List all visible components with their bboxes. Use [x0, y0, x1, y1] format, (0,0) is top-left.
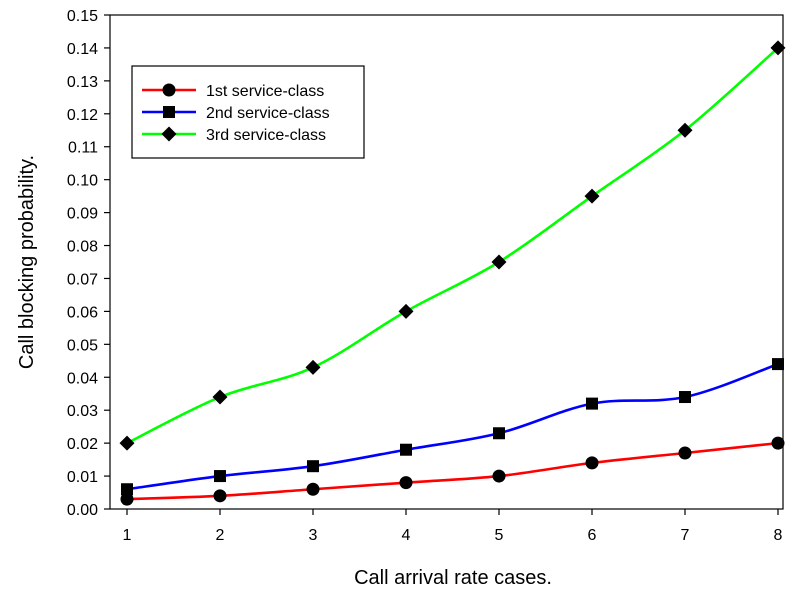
legend-item-1: 1st service-class	[142, 83, 324, 100]
series-1-point	[678, 446, 692, 460]
series-2-point	[400, 443, 412, 456]
series-1-point	[492, 469, 506, 483]
y-tick-label: 0.01	[67, 469, 98, 486]
series-2-point	[214, 470, 226, 483]
series-3-point	[305, 359, 321, 375]
y-axis-label: Call blocking probability.	[16, 155, 38, 369]
series-1-line	[126, 441, 779, 501]
series-3-point	[119, 435, 135, 451]
series-3-point	[770, 40, 786, 56]
series-3-point	[584, 188, 600, 204]
series-layer	[119, 40, 786, 506]
series-3	[119, 40, 786, 451]
series-3-point	[677, 122, 693, 138]
series-2-point	[772, 358, 784, 371]
series-1-point	[306, 482, 320, 496]
legend: 1st service-class 2nd service-class 3rd se…	[131, 65, 365, 159]
legend-swatch-marker	[163, 106, 175, 118]
y-tick-label: 0.11	[68, 140, 98, 157]
legend-item-2: 2nd service-class	[142, 105, 330, 122]
series-1-point	[213, 489, 227, 503]
y-tick-label: 0.08	[67, 239, 98, 256]
y-tick-label: 0.04	[67, 370, 98, 387]
y-tick-label: 0.03	[67, 403, 98, 420]
x-tick-label: 7	[681, 527, 690, 544]
plot-area-frame	[109, 14, 784, 510]
legend-label: 1st service-class	[206, 83, 324, 100]
legend-swatch-marker	[161, 126, 177, 142]
y-tick-label: 0.15	[67, 8, 98, 25]
x-tick-label: 5	[495, 527, 504, 544]
series-2-point	[493, 427, 505, 440]
series-2-point	[679, 391, 691, 404]
y-tick-label: 0.13	[67, 74, 98, 91]
x-axis: 1 2 3 4 5 6 7 8	[123, 509, 783, 544]
x-tick-label: 3	[309, 527, 318, 544]
y-tick-label: 0.10	[67, 173, 98, 190]
series-1	[120, 436, 785, 506]
series-3-point	[212, 389, 228, 405]
y-tick-label: 0.09	[67, 206, 98, 223]
y-tick-label: 0.12	[67, 107, 98, 124]
series-1-point	[399, 476, 413, 490]
legend-label: 3rd service-class	[206, 127, 326, 144]
x-tick-label: 4	[402, 527, 411, 544]
y-tick-label: 0.07	[67, 271, 98, 288]
x-tick-label: 2	[216, 527, 225, 544]
series-1-point	[120, 492, 134, 506]
x-tick-label: 1	[123, 527, 132, 544]
y-tick-label: 0.02	[67, 436, 98, 453]
y-tick-label: 0.00	[67, 502, 98, 519]
legend-swatch-marker	[162, 83, 176, 97]
y-axis: 0.00 0.01 0.02 0.03 0.04 0.05 0.06 0.07 0.08 0.09…	[67, 8, 110, 519]
y-tick-label: 0.06	[67, 304, 98, 321]
series-3-point	[491, 254, 507, 270]
series-1-point	[585, 456, 599, 470]
y-tick-label: 0.05	[67, 337, 98, 354]
series-2-point	[121, 483, 133, 496]
x-tick-label: 8	[774, 527, 783, 544]
series-2	[121, 358, 784, 496]
series-1-point	[771, 436, 785, 450]
y-tick-label: 0.14	[67, 41, 98, 58]
series-2-point	[307, 460, 319, 473]
legend-label: 2nd service-class	[206, 105, 330, 122]
series-2-line	[126, 362, 779, 491]
legend-item-3: 3rd service-class	[142, 126, 326, 144]
x-axis-label: Call arrival rate cases.	[354, 567, 552, 589]
x-tick-label: 6	[588, 527, 597, 544]
series-2-point	[586, 397, 598, 410]
series-3-point	[398, 303, 414, 319]
